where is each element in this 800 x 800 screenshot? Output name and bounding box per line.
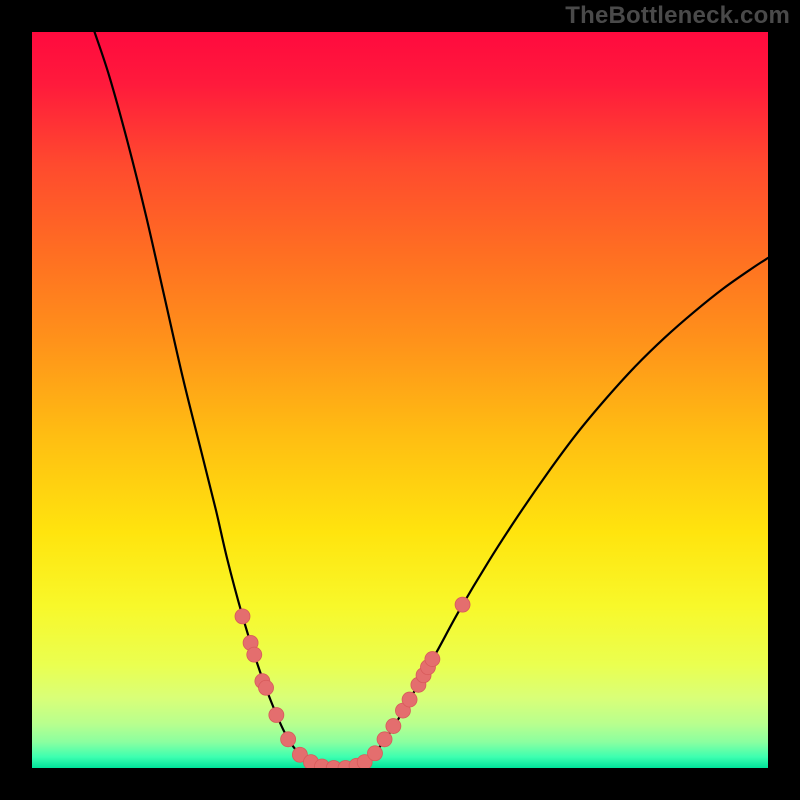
chart-stage: TheBottleneck.com (0, 0, 800, 800)
data-marker (259, 680, 274, 695)
data-marker (377, 732, 392, 747)
data-marker (269, 708, 284, 723)
data-marker (402, 692, 417, 707)
data-marker (425, 652, 440, 667)
data-marker (281, 732, 296, 747)
watermark-text: TheBottleneck.com (565, 2, 790, 30)
data-marker (386, 719, 401, 734)
data-marker (247, 647, 262, 662)
bottleneck-chart (0, 0, 800, 800)
data-marker (367, 746, 382, 761)
data-marker (455, 597, 470, 612)
data-marker (235, 609, 250, 624)
plot-background (32, 32, 768, 768)
